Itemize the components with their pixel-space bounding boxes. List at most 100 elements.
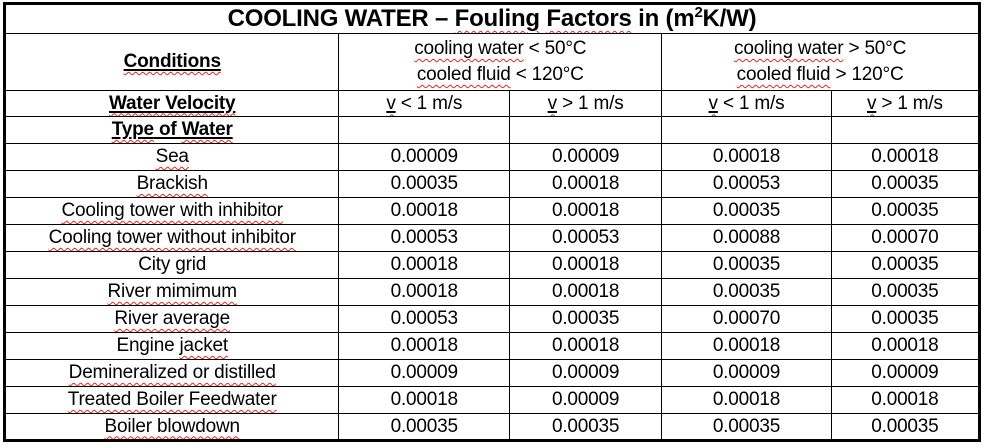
row-label: Brackish xyxy=(3,170,340,198)
value-cell: 0.00018 xyxy=(338,278,511,306)
row-label: Boiler blowdown xyxy=(3,413,340,441)
value-cell: 0.00070 xyxy=(830,224,981,252)
table-row-river-minimum: River mimimum 0.00018 0.00018 0.00035 0.… xyxy=(3,278,981,306)
value-cell: 0.00035 xyxy=(830,251,981,279)
table-row-city-grid: City grid 0.00018 0.00018 0.00035 0.0003… xyxy=(3,251,981,279)
red-squiggle-text: Fouling xyxy=(454,5,540,32)
row-label: Cooling tower with inhibitor xyxy=(3,197,340,225)
value-cell: 0.00018 xyxy=(509,197,663,225)
temp-group-left-line1: cooling water < 50°C xyxy=(414,38,587,59)
value-cell: 0.00088 xyxy=(661,224,832,252)
table-row-river-average: River average 0.00053 0.00035 0.00070 0.… xyxy=(3,305,981,333)
value-cell: 0.00009 xyxy=(509,143,663,171)
empty-cell xyxy=(830,116,981,144)
conditions-row: Conditions cooling water < 50°C cooled f… xyxy=(3,33,980,91)
value-cell: 0.00009 xyxy=(338,143,511,171)
row-label: City grid xyxy=(3,251,340,279)
empty-cell xyxy=(661,116,832,144)
value-cell: 0.00035 xyxy=(661,278,832,306)
red-squiggle-text: Cooling tower without inhibitor xyxy=(48,227,296,248)
red-squiggle-text: cooled fluid xyxy=(736,64,831,85)
water-velocity-header: Water Velocity xyxy=(3,90,340,117)
value-cell: 0.00018 xyxy=(338,386,511,414)
value-cell: 0.00009 xyxy=(830,359,981,387)
value-cell: 0.00018 xyxy=(830,332,981,360)
value-cell: 0.00035 xyxy=(830,413,981,441)
water-velocity-label: Water Velocity xyxy=(109,92,236,114)
type-of-water-row: Type of Water xyxy=(3,116,981,144)
value-cell: 0.00035 xyxy=(661,197,832,225)
title-row: COOLING WATER – Fouling Factors in (m2K/… xyxy=(4,3,980,34)
blue-squiggle-text: v xyxy=(708,92,719,114)
value-cell: 0.00035 xyxy=(338,413,511,441)
row-label: River mimimum xyxy=(3,278,340,306)
red-squiggle-text: cooling water xyxy=(734,38,844,59)
table-row-treated-boiler-feedwater: Treated Boiler Feedwater 0.00018 0.00009… xyxy=(3,386,981,414)
water-velocity-row: Water Velocity v < 1 m/s v > 1 m/s v < 1… xyxy=(3,90,981,117)
empty-cell xyxy=(509,116,663,144)
value-cell: 0.00053 xyxy=(338,224,511,252)
table-title: COOLING WATER – Fouling Factors in (m2K/… xyxy=(4,3,980,34)
table-row-demineralized-or-distilled: Demineralized or distilled 0.00009 0.000… xyxy=(3,359,981,387)
value-cell: 0.00053 xyxy=(661,170,832,198)
value-cell: 0.00009 xyxy=(661,359,832,387)
temp-group-right-line1: cooling water > 50°C xyxy=(734,38,907,59)
row-label: Cooling tower without inhibitor xyxy=(3,224,340,252)
row-label: River average xyxy=(3,305,340,333)
table-row-cooling-tower-without-inhibitor: Cooling tower without inhibitor 0.00053 … xyxy=(3,224,981,252)
value-cell: 0.00035 xyxy=(830,170,981,198)
value-cell: 0.00018 xyxy=(509,332,663,360)
value-cell: 0.00053 xyxy=(338,305,511,333)
blue-squiggle-text: v xyxy=(547,92,558,114)
value-cell: 0.00070 xyxy=(661,305,832,333)
red-squiggle-text: cooling water xyxy=(414,38,524,59)
value-cell: 0.00018 xyxy=(661,386,832,414)
blue-squiggle-text: v xyxy=(386,92,396,114)
blue-squiggle-text: v xyxy=(866,92,877,114)
value-cell: 0.00035 xyxy=(509,305,663,333)
temp-group-right-header: cooling water > 50°C cooled fluid > 120°… xyxy=(661,33,980,91)
value-cell: 0.00035 xyxy=(661,413,832,441)
red-squiggle-text: Factors xyxy=(546,5,632,32)
value-cell: 0.00035 xyxy=(338,170,511,198)
value-cell: 0.00018 xyxy=(661,332,832,360)
underlined-text: v xyxy=(866,92,877,114)
red-squiggle-text: Boiler blowdown xyxy=(104,415,241,437)
row-label: Treated Boiler Feedwater xyxy=(3,386,340,414)
red-squiggle-text: Water xyxy=(181,119,233,140)
type-of-water-header: Type of Water xyxy=(3,116,340,144)
value-cell: 0.00035 xyxy=(830,305,981,333)
value-cell: 0.00018 xyxy=(830,143,981,171)
value-cell: 0.00035 xyxy=(661,251,832,279)
table-row-cooling-tower-with-inhibitor: Cooling tower with inhibitor 0.00018 0.0… xyxy=(3,197,981,225)
value-cell: 0.00009 xyxy=(509,359,663,387)
conditions-header: Conditions xyxy=(3,33,340,91)
table-row-engine-jacket: Engine jacket 0.00018 0.00018 0.00018 0.… xyxy=(3,332,981,360)
value-cell: 0.00018 xyxy=(830,386,981,414)
value-cell: 0.00035 xyxy=(509,413,663,441)
row-label: Sea xyxy=(3,143,340,171)
red-squiggle-text: River mimimum xyxy=(107,281,238,302)
red-squiggle-text: Type xyxy=(111,119,154,140)
value-cell: 0.00018 xyxy=(509,170,663,198)
superscript-text: 2 xyxy=(694,5,703,21)
value-cell: 0.00009 xyxy=(509,386,663,414)
value-cell: 0.00035 xyxy=(830,278,981,306)
value-cell: 0.00009 xyxy=(338,359,511,387)
velocity-header-cell: v > 1 m/s xyxy=(509,90,663,117)
value-cell: 0.00053 xyxy=(509,224,663,252)
red-squiggle-text: Brackish xyxy=(136,173,208,194)
value-cell: 0.00018 xyxy=(509,251,663,279)
type-of-water-label: Type of Water xyxy=(111,119,233,140)
underlined-text: v xyxy=(547,92,558,114)
red-squiggle-text: Water Velocity xyxy=(109,92,236,114)
value-cell: 0.00018 xyxy=(661,143,832,171)
velocity-header-cell: v > 1 m/s xyxy=(830,90,981,117)
underlined-text: v xyxy=(386,92,396,114)
value-cell: 0.00018 xyxy=(509,278,663,306)
red-squiggle-text: Conditions xyxy=(123,51,221,72)
red-squiggle-text: Cooling tower with inhibitor xyxy=(61,200,283,221)
conditions-label: Conditions xyxy=(124,51,221,72)
value-cell: 0.00018 xyxy=(338,251,511,279)
red-squiggle-text: Demineralized or distilled xyxy=(68,362,276,383)
